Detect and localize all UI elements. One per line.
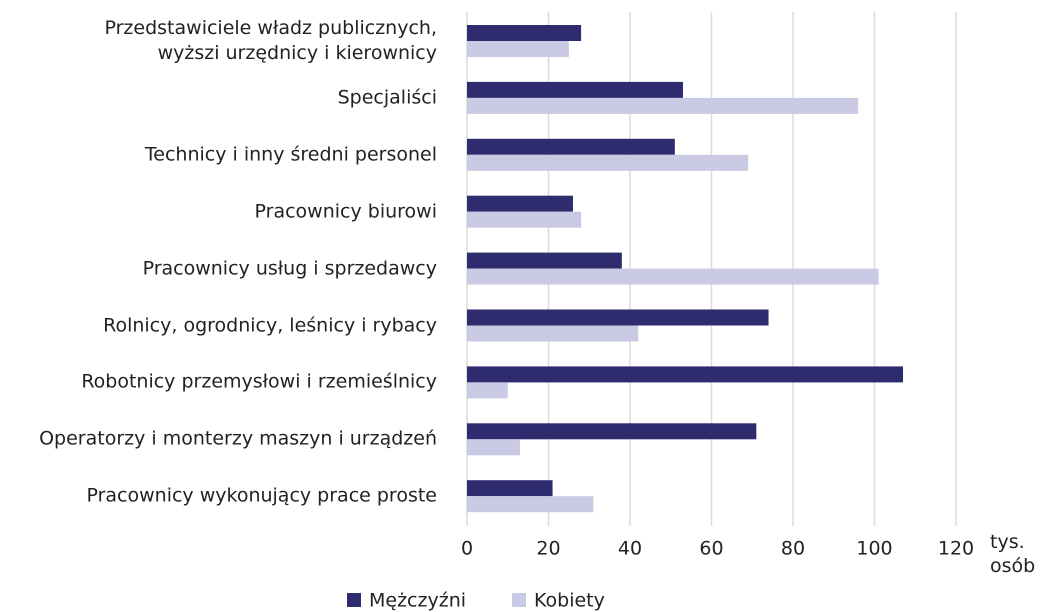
bar bbox=[467, 382, 508, 399]
category-label: Operatorzy i monterzy maszyn i urządzeń bbox=[39, 427, 437, 450]
category-label: Specjaliści bbox=[337, 86, 437, 109]
category-label: Technicy i inny średni personel bbox=[144, 143, 437, 166]
bar bbox=[467, 423, 757, 440]
category-label: Pracownicy biurowi bbox=[254, 200, 437, 223]
category-label: Przedstawiciele władz publicznych, wyższ… bbox=[104, 17, 438, 64]
x-tick-label: 120 bbox=[938, 538, 974, 560]
x-tick-label: 100 bbox=[856, 538, 892, 560]
bar bbox=[467, 138, 675, 155]
bar bbox=[467, 496, 594, 513]
bar bbox=[467, 97, 859, 114]
bar bbox=[467, 439, 520, 456]
x-tick-label: 80 bbox=[781, 538, 805, 560]
x-tick-label: 0 bbox=[461, 538, 473, 560]
x-axis-label: tys. osób bbox=[990, 531, 1036, 577]
legend-label: Mężczyźni bbox=[369, 590, 466, 612]
bar bbox=[467, 25, 582, 41]
bar bbox=[467, 325, 639, 342]
legend-label: Kobiety bbox=[534, 590, 605, 612]
bar bbox=[467, 195, 573, 212]
category-label: Rolnicy, ogrodnicy, leśnicy i rybacy bbox=[103, 314, 437, 336]
x-tick-label: 20 bbox=[536, 538, 560, 560]
x-tick-label: 40 bbox=[618, 538, 642, 560]
bar bbox=[467, 480, 553, 497]
x-tick-label: 60 bbox=[699, 538, 723, 560]
category-label: Pracownicy usług i sprzedawcy bbox=[142, 257, 437, 280]
bar bbox=[467, 268, 879, 285]
bar bbox=[467, 41, 569, 57]
legend-swatch bbox=[347, 593, 361, 607]
bar bbox=[467, 81, 683, 98]
bar bbox=[467, 211, 582, 228]
bar bbox=[467, 309, 769, 326]
category-label: Pracownicy wykonujący prace proste bbox=[86, 484, 437, 507]
bar bbox=[467, 154, 749, 171]
legend-swatch bbox=[512, 593, 526, 607]
bar bbox=[467, 252, 622, 269]
category-label: Robotnicy przemysłowi i rzemieślnicy bbox=[81, 370, 437, 393]
bar bbox=[467, 366, 904, 383]
